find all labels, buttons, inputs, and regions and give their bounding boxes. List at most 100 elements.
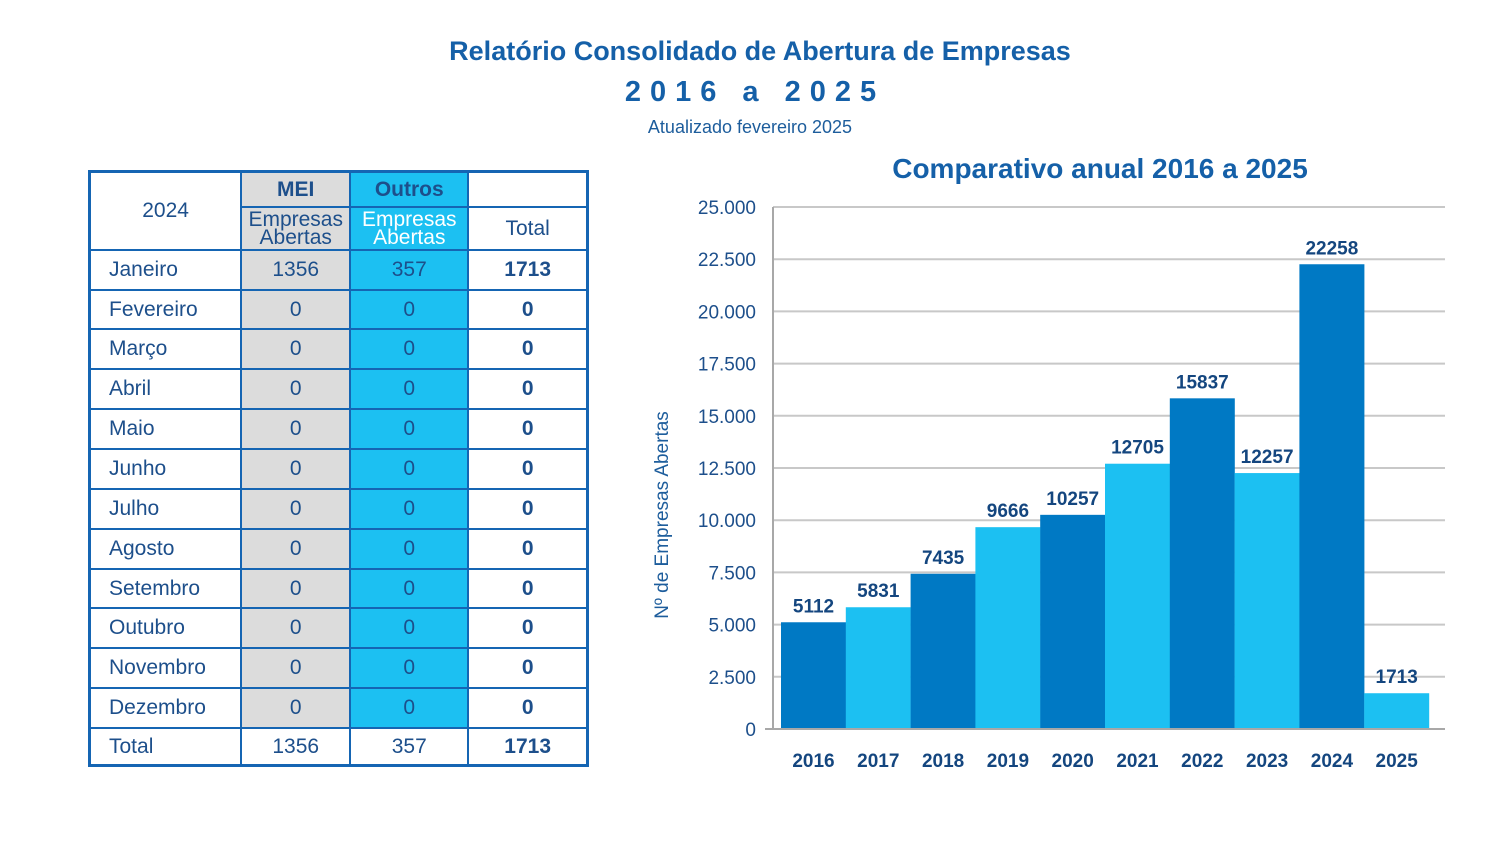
bar-2017: [845, 607, 911, 729]
mei-value: 0: [240, 567, 352, 610]
table-body: Janeiro 1356 357 1713 Fevereiro 0 0 0 Março 0 0 0 Ab…: [88, 248, 589, 730]
table-row: Janeiro 1356 357 1713: [88, 248, 589, 291]
outros-value: 0: [349, 487, 470, 530]
mei-value: 0: [240, 647, 352, 690]
outros-value: 0: [349, 567, 470, 610]
total-label: Total: [88, 727, 243, 767]
table-row: Setembro 0 0 0: [88, 567, 589, 610]
month-label: Julho: [88, 487, 243, 530]
table-row: Julho 0 0 0: [88, 487, 589, 530]
table-year: 2024: [88, 170, 243, 251]
outros-value: 0: [349, 448, 470, 490]
bar-value-label: 12257: [1241, 447, 1294, 468]
row-total: 0: [467, 527, 589, 570]
total-outros: 357: [349, 727, 470, 767]
table-row: Junho 0 0 0: [88, 448, 589, 490]
outros-value: 0: [349, 368, 470, 411]
bar-value-label: 9666: [987, 501, 1029, 522]
row-total: 0: [467, 607, 589, 650]
month-label: Março: [88, 328, 243, 371]
mei-value: 0: [240, 607, 352, 650]
header-outros-sub-line2: Abertas: [373, 225, 446, 249]
y-tick-label: 22.500: [698, 250, 756, 271]
row-total: 0: [467, 328, 589, 371]
month-label: Dezembro: [88, 687, 243, 730]
outros-value: 0: [349, 408, 470, 451]
table-row: Abril 0 0 0: [88, 368, 589, 411]
month-label: Novembro: [88, 647, 243, 690]
row-total: 0: [467, 368, 589, 411]
total-mei: 1356: [240, 727, 352, 767]
mei-value: 0: [240, 687, 352, 730]
mei-value: 0: [240, 408, 352, 451]
x-tick-label: 2019: [987, 751, 1029, 772]
row-total: 0: [467, 288, 589, 331]
y-tick-label: 12.500: [698, 459, 756, 480]
bar-value-label: 12705: [1111, 438, 1164, 459]
x-tick-label: 2024: [1311, 751, 1354, 772]
table-row: Fevereiro 0 0 0: [88, 288, 589, 331]
month-label: Setembro: [88, 567, 243, 610]
row-total: 0: [467, 687, 589, 730]
monthly-table: 2024 MEI Outros Empresas Abertas Empresa…: [88, 170, 589, 767]
bar-value-label: 7435: [922, 548, 965, 569]
y-tick-label: 7.500: [708, 563, 756, 584]
report-period: 2016 a 2025: [624, 76, 886, 108]
bar-2021: [1105, 463, 1170, 729]
header-mei-sub: Empresas Abertas: [240, 206, 352, 251]
header-outros-sub: Empresas Abertas: [349, 206, 470, 251]
x-tick-label: 2022: [1181, 751, 1223, 772]
table-row: Março 0 0 0: [88, 328, 589, 371]
x-tick-label: 2025: [1376, 751, 1419, 772]
outros-value: 0: [349, 647, 470, 690]
x-tick-label: 2021: [1116, 751, 1159, 772]
bar-value-label: 22258: [1305, 238, 1358, 259]
bar-2023: [1234, 473, 1300, 729]
bar-2018: [910, 573, 976, 729]
report-title: Relatório Consolidado de Abertura de Emp…: [449, 36, 1071, 66]
mei-value: 0: [240, 288, 352, 331]
chart-title: Comparativo anual 2016 a 2025: [892, 153, 1308, 184]
y-tick-label: 25.000: [698, 198, 756, 219]
table-row: Novembro 0 0 0: [88, 647, 589, 690]
y-tick-label: 15.000: [698, 407, 756, 428]
y-tick-label: 10.000: [698, 511, 756, 532]
header-mei: MEI: [240, 170, 352, 209]
month-label: Janeiro: [88, 248, 243, 291]
header-mei-sub-line2: Abertas: [259, 225, 332, 249]
y-tick-label: 20.000: [698, 302, 756, 323]
bar-value-label: 10257: [1046, 489, 1099, 510]
row-total: 0: [467, 567, 589, 610]
bar-2024: [1299, 264, 1365, 729]
y-axis-label: Nº de Empresas Abertas: [652, 411, 673, 619]
row-total: 0: [467, 647, 589, 690]
row-total: 0: [467, 448, 589, 490]
y-tick-label: 17.500: [698, 355, 756, 376]
row-total: 0: [467, 487, 589, 530]
bar-2016: [781, 622, 846, 729]
table-row: Agosto 0 0 0: [88, 527, 589, 570]
outros-value: 0: [349, 328, 470, 371]
month-label: Fevereiro: [88, 288, 243, 331]
mei-value: 0: [240, 448, 352, 490]
month-label: Agosto: [88, 527, 243, 570]
mei-value: 0: [240, 487, 352, 530]
x-tick-label: 2020: [1052, 751, 1094, 772]
month-label: Abril: [88, 368, 243, 411]
bar-2019: [975, 527, 1041, 729]
header-mei-sub-line1: Empresas: [248, 207, 343, 231]
row-total: 0: [467, 408, 589, 451]
x-tick-label: 2017: [857, 751, 899, 772]
bar-2022: [1169, 398, 1235, 729]
bar-value-label: 5112: [793, 596, 834, 617]
total-sum: 1713: [467, 727, 589, 767]
annual-bar-chart: 0 2.500 5.000 7.500 10.000 12.500 15.000 17.500…: [652, 198, 1445, 772]
header-outros-sub-line1: Empresas: [362, 207, 457, 231]
bar-value-label: 5831: [857, 581, 900, 602]
header-total: Total: [467, 206, 589, 251]
row-total: 1713: [467, 248, 589, 291]
update-note: Atualizado fevereiro 2025: [647, 117, 853, 137]
bar-value-label: 15837: [1176, 372, 1229, 393]
month-label: Maio: [88, 408, 243, 451]
mei-value: 0: [240, 527, 352, 570]
